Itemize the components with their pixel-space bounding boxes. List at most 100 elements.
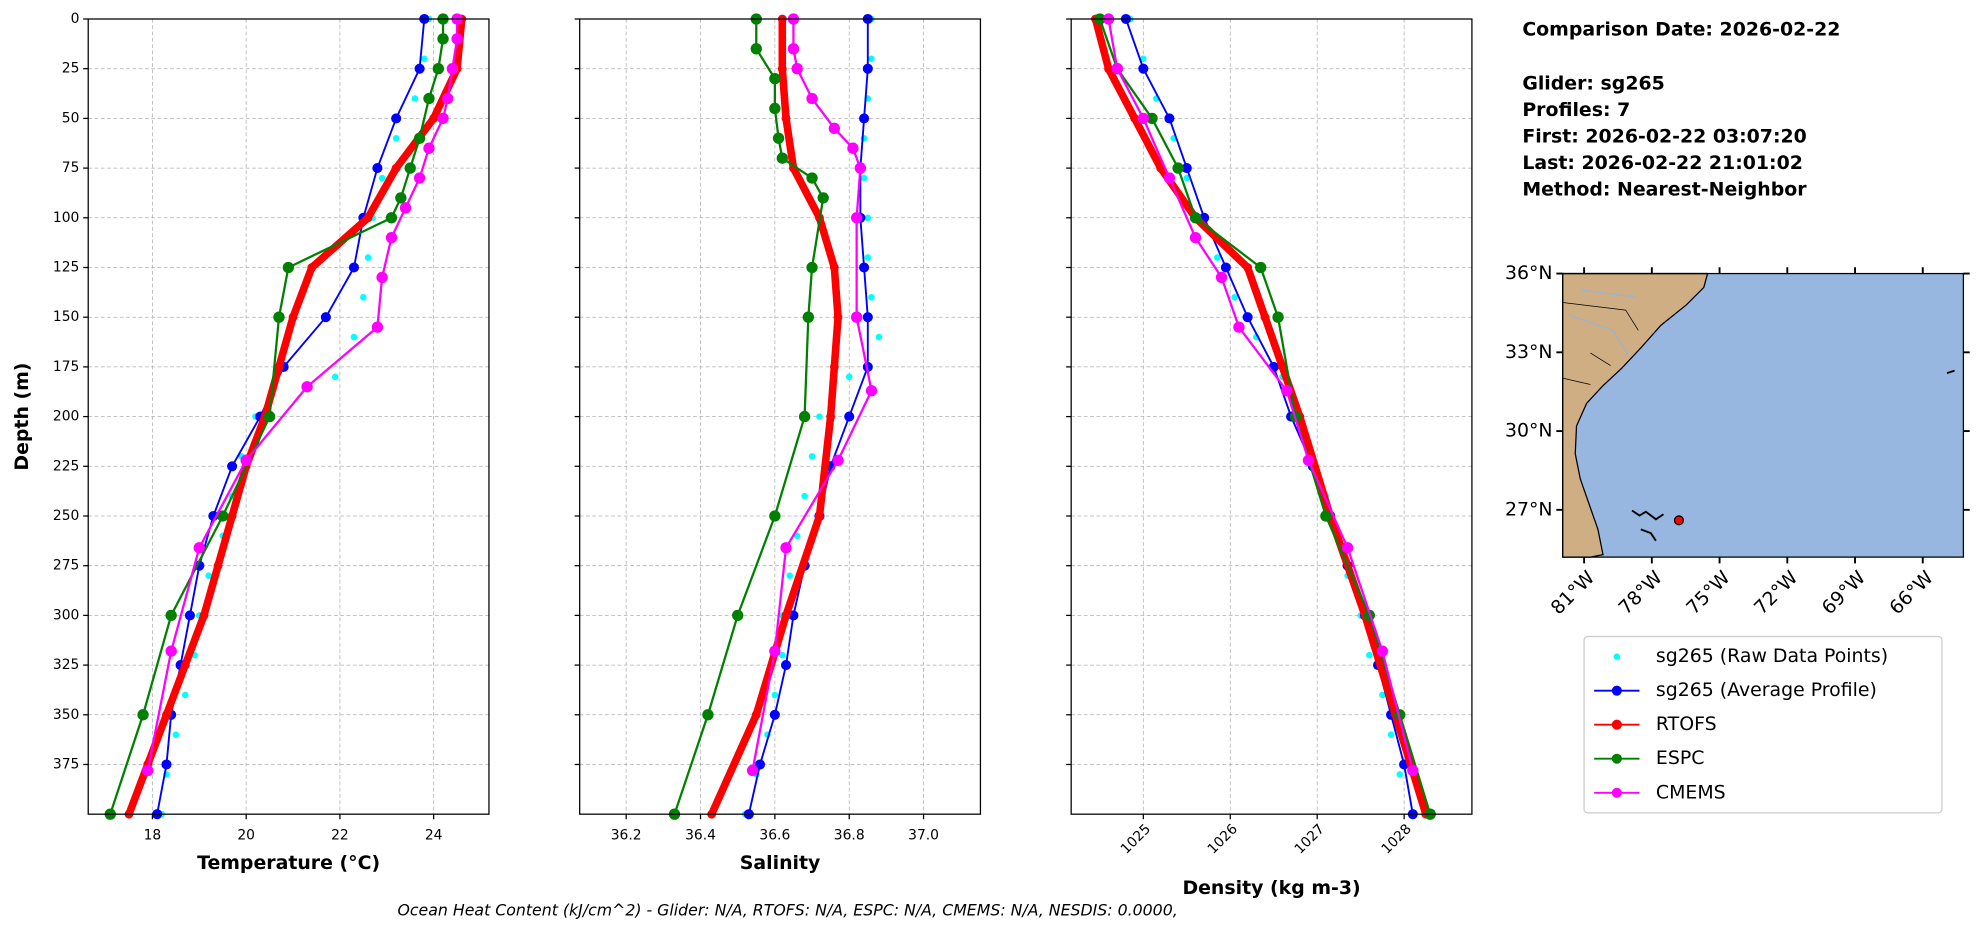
profile-marker bbox=[806, 261, 818, 274]
profile-marker bbox=[769, 645, 781, 657]
profile-line bbox=[146, 18, 459, 771]
profile-marker bbox=[859, 113, 870, 124]
x-tick-label: 1025 bbox=[1118, 821, 1154, 857]
x-tick-label: 69°W bbox=[1818, 566, 1871, 619]
raw-point bbox=[771, 691, 779, 699]
y-tick-label: 350 bbox=[53, 707, 79, 723]
profile-marker bbox=[391, 113, 402, 124]
profile-marker bbox=[769, 72, 781, 85]
profile-marker bbox=[850, 212, 863, 224]
profile-marker bbox=[1260, 312, 1270, 322]
info-line: Method: Nearest-Neighbor bbox=[1522, 178, 1807, 200]
profile-marker bbox=[301, 381, 313, 393]
profile-marker bbox=[442, 92, 454, 105]
y-tick-label: 325 bbox=[53, 657, 79, 673]
profile-marker bbox=[1181, 163, 1192, 174]
profile-marker bbox=[413, 132, 426, 144]
profile-marker bbox=[372, 163, 383, 174]
raw-point bbox=[350, 333, 358, 341]
x-tick-label: 75°W bbox=[1682, 566, 1735, 619]
x-tick-label: 1028 bbox=[1379, 821, 1415, 857]
profile-marker bbox=[217, 510, 229, 522]
profile-marker bbox=[376, 271, 388, 284]
profile-marker bbox=[781, 610, 791, 620]
y-tick-label: 27°N bbox=[1505, 498, 1553, 520]
legend-marker bbox=[1611, 753, 1622, 764]
profile-marker bbox=[1138, 63, 1149, 74]
profile-marker bbox=[274, 362, 284, 372]
profile-marker bbox=[282, 261, 295, 274]
x-tick-label: 66°W bbox=[1885, 566, 1938, 619]
profile-marker bbox=[363, 213, 373, 223]
profile-marker bbox=[385, 232, 398, 244]
profile-line bbox=[1107, 18, 1414, 771]
profile-marker bbox=[227, 461, 238, 472]
y-tick-label: 50 bbox=[62, 110, 80, 126]
map bbox=[1562, 272, 1965, 558]
profile-marker bbox=[213, 561, 223, 571]
x-tick-label: 20 bbox=[237, 828, 255, 844]
profile-marker bbox=[702, 709, 714, 721]
borders bbox=[1562, 302, 1639, 385]
profile-marker bbox=[399, 202, 412, 214]
glider-position bbox=[1673, 515, 1684, 526]
axes-frame bbox=[579, 18, 982, 815]
profile-marker bbox=[746, 764, 759, 777]
axes-frame bbox=[1070, 18, 1473, 815]
legend-marker bbox=[1611, 719, 1622, 730]
raw-point bbox=[1231, 294, 1238, 301]
profile-marker bbox=[395, 192, 407, 204]
profile-marker bbox=[833, 312, 843, 322]
y-tick-label: 225 bbox=[53, 458, 79, 474]
map-frame bbox=[1562, 272, 1965, 558]
x-tick-label: 1027 bbox=[1292, 821, 1328, 857]
profile-marker bbox=[414, 63, 425, 74]
profile-marker bbox=[437, 112, 449, 125]
profile-marker bbox=[826, 412, 836, 422]
profile-marker bbox=[320, 312, 331, 323]
profile-marker bbox=[787, 43, 800, 55]
x-tick-label: 81°W bbox=[1547, 566, 1600, 619]
profile-marker bbox=[371, 321, 384, 333]
raw-point bbox=[1379, 691, 1386, 699]
raw-point bbox=[364, 254, 372, 261]
profile-marker bbox=[815, 511, 824, 521]
profile-marker bbox=[806, 172, 818, 184]
profile-marker bbox=[1146, 112, 1158, 125]
profile-marker bbox=[404, 162, 416, 174]
raw-point bbox=[860, 174, 868, 182]
profile-marker bbox=[732, 609, 744, 622]
legend-label: ESPC bbox=[1656, 747, 1705, 769]
profile-marker bbox=[828, 122, 841, 135]
raw-point bbox=[392, 134, 400, 142]
profile-marker bbox=[1302, 454, 1315, 466]
profile-marker bbox=[1189, 232, 1202, 244]
y-tick-label: 250 bbox=[53, 508, 79, 524]
profile-marker bbox=[1255, 261, 1267, 274]
x-tick-label: 18 bbox=[144, 828, 162, 844]
profile-marker bbox=[142, 764, 154, 777]
x-tick-label: 37.0 bbox=[908, 828, 939, 844]
profile-marker bbox=[263, 410, 276, 423]
profile-marker bbox=[781, 113, 791, 123]
info-title: Comparison Date: 2026-02-22 bbox=[1522, 18, 1840, 40]
x-axis-label: Salinity bbox=[740, 852, 821, 874]
profile-marker bbox=[1104, 64, 1113, 74]
raw-point bbox=[868, 55, 875, 63]
raw-point bbox=[864, 254, 872, 261]
profile-marker bbox=[777, 64, 787, 74]
profile-marker bbox=[844, 411, 855, 422]
profile-marker bbox=[832, 454, 844, 466]
legend-label: RTOFS bbox=[1656, 713, 1717, 735]
x-tick-label: 36.4 bbox=[685, 828, 716, 844]
info-line: Glider: sg265 bbox=[1522, 73, 1664, 95]
raw-point bbox=[421, 55, 428, 63]
profile-marker bbox=[1137, 112, 1149, 125]
profile-marker bbox=[184, 610, 195, 621]
x-tick-label: 24 bbox=[425, 828, 443, 844]
profile-marker bbox=[199, 610, 209, 620]
profile-marker bbox=[432, 63, 445, 75]
y-tick-label: 275 bbox=[53, 558, 79, 574]
raw-point bbox=[786, 572, 794, 579]
raw-point bbox=[1387, 731, 1395, 738]
